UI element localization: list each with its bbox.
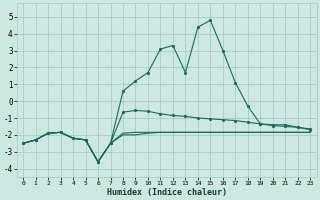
- X-axis label: Humidex (Indice chaleur): Humidex (Indice chaleur): [107, 188, 227, 197]
